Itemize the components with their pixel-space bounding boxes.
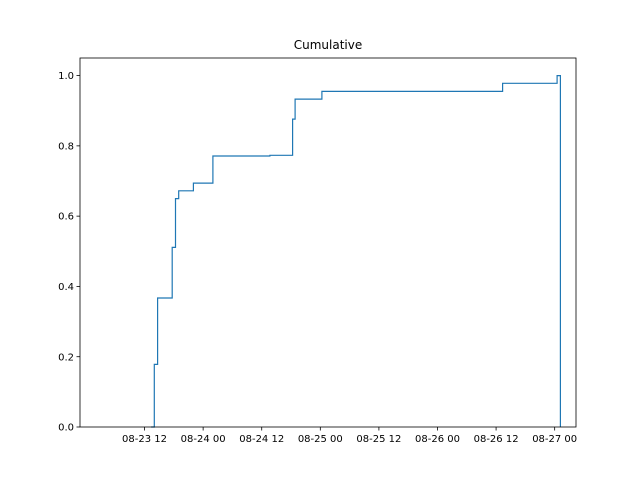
axes: 0.0 0.2 0.4 0.6 0.8 1.0 08-23 12 08-24 00 08-24 … bbox=[58, 57, 577, 445]
x-tick-label: 08-25 00 bbox=[298, 434, 343, 445]
series-line-0 bbox=[151, 75, 561, 428]
y-tick-label: 0.8 bbox=[58, 141, 74, 152]
x-tick-label: 08-25 12 bbox=[356, 434, 401, 445]
x-tick-label: 08-26 12 bbox=[474, 434, 519, 445]
plot-area bbox=[151, 75, 561, 428]
y-tick-label: 0.2 bbox=[58, 352, 74, 363]
x-tick-label: 08-27 00 bbox=[532, 434, 577, 445]
x-tick-label: 08-26 00 bbox=[415, 434, 460, 445]
chart-title: Cumulative bbox=[294, 38, 363, 52]
y-tick-label: 0.4 bbox=[58, 282, 74, 293]
axes-frame bbox=[79, 57, 577, 428]
y-tick-label: 0.6 bbox=[58, 212, 74, 223]
x-tick-label: 08-24 12 bbox=[239, 434, 284, 445]
x-tick-label: 08-24 00 bbox=[181, 434, 226, 445]
x-tick-label: 08-23 12 bbox=[122, 434, 167, 445]
y-tick-label: 0.0 bbox=[58, 423, 74, 434]
y-tick-label: 1.0 bbox=[58, 71, 74, 82]
